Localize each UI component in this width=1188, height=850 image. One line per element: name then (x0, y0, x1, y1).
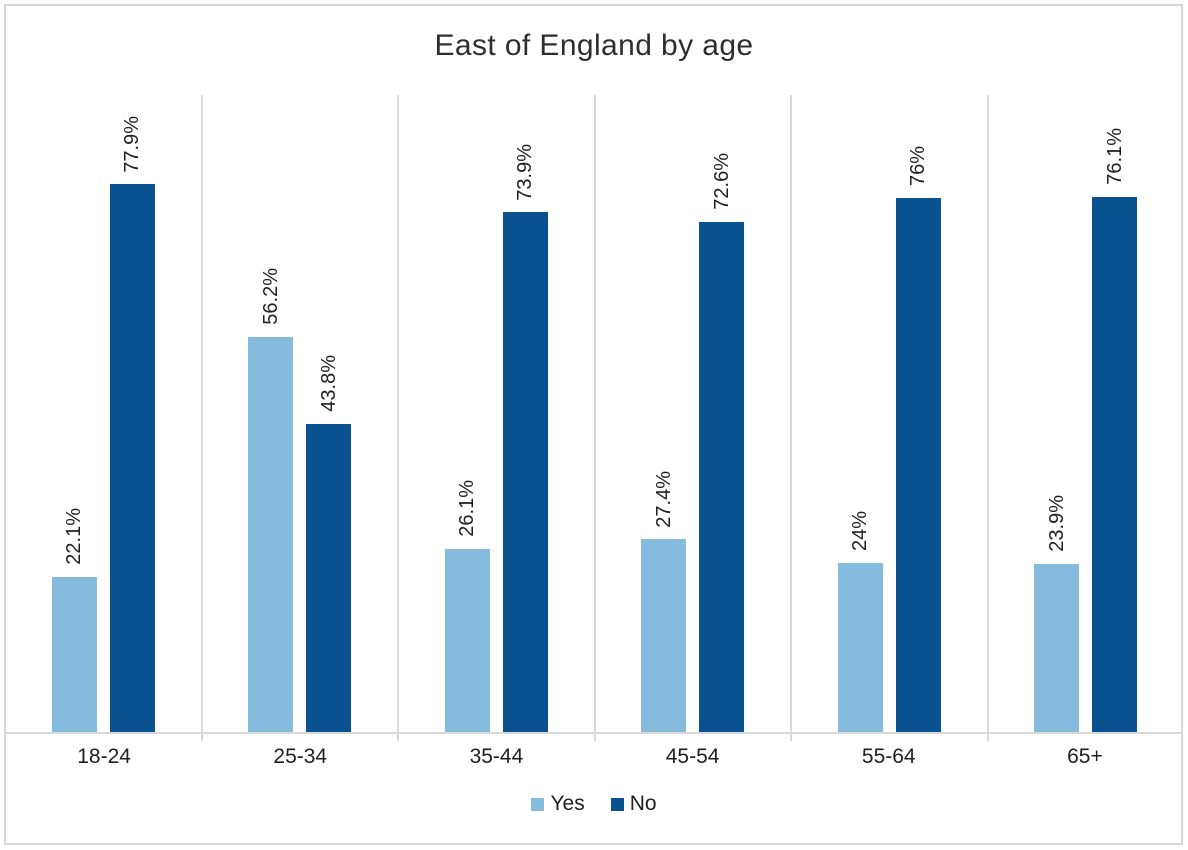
x-axis-label-45-54: 45-54 (665, 745, 720, 768)
bar-group: 26.1% 73.9% (399, 144, 594, 732)
x-axis: 18-24 25-34 35-44 45-54 55-64 65+ (6, 745, 1183, 769)
bar-yes-55-64[interactable]: 24% (837, 511, 883, 732)
bar-value-label: 27.4% (652, 470, 675, 528)
category-group-25-34: 56.2% 43.8% (203, 95, 399, 741)
bar-group: 22.1% 77.9% (6, 116, 201, 732)
legend-item-no[interactable]: No (610, 792, 657, 816)
bar-group: 27.4% 72.6% (596, 153, 791, 732)
bar-group: 24% 76% (792, 146, 987, 732)
category-group-35-44: 26.1% 73.9% (399, 95, 596, 741)
bar-group: 23.9% 76.1% (989, 128, 1184, 732)
x-axis-label-18-24: 18-24 (77, 745, 131, 768)
bar-yes-65+[interactable]: 23.9% (1034, 495, 1080, 732)
chart-title: East of England by age (434, 29, 754, 62)
bar-value-label: 76.1% (1103, 128, 1126, 185)
x-axis-label-65+: 65+ (1067, 745, 1103, 768)
bar-no-35-44[interactable]: 73.9% (502, 144, 548, 732)
bar-no-25-34[interactable]: 43.8% (306, 355, 352, 732)
category-group-65+: 23.9% 76.1% (989, 95, 1184, 732)
bar-yes-18-24[interactable]: 22.1% (51, 508, 97, 732)
category-group-18-24: 22.1% 77.9% (6, 95, 203, 741)
bar-value-label: 73.9% (514, 143, 537, 201)
chart-border-frame (4, 4, 1183, 845)
bar-value-label: 22.1% (63, 507, 86, 565)
bar-no-65+[interactable]: 76.1% (1092, 128, 1138, 732)
x-axis-label-55-64: 55-64 (861, 745, 916, 768)
bar-value-label: 72.6% (710, 152, 733, 210)
legend-swatch-yes (531, 797, 545, 811)
bar-value-label: 23.9% (1045, 495, 1068, 552)
legend-item-yes[interactable]: Yes (531, 792, 585, 816)
bar-value-label: 56.2% (259, 268, 282, 325)
x-axis-label-35-44: 35-44 (469, 745, 524, 768)
x-axis-label-25-34: 25-34 (273, 745, 328, 768)
legend: Yes No (0, 792, 1188, 816)
bar-no-45-54[interactable]: 72.6% (699, 153, 745, 732)
category-group-55-64: 24% 76% (792, 95, 989, 741)
plot-area: 22.1% 77.9% 56.2% 43.8% 26.1% 73.9% 27.4% 72.6%… (6, 95, 1184, 741)
bar-value-label: 26.1% (456, 479, 479, 537)
bar-value-label: 77.9% (121, 115, 144, 173)
category-group-45-54: 27.4% 72.6% (596, 95, 792, 741)
bar-group: 56.2% 43.8% (203, 268, 398, 732)
bar-yes-45-54[interactable]: 27.4% (641, 471, 687, 732)
legend-label: Yes (550, 792, 585, 815)
bar-value-label: 43.8% (317, 355, 340, 412)
bar-yes-25-34[interactable]: 56.2% (248, 268, 294, 732)
bar-yes-35-44[interactable]: 26.1% (444, 480, 490, 732)
legend-label: No (629, 792, 657, 815)
bar-value-label: 76% (907, 145, 930, 186)
bar-no-18-24[interactable]: 77.9% (109, 116, 155, 732)
bar-value-label: 24% (849, 511, 872, 552)
legend-swatch-no (610, 797, 624, 811)
bar-no-55-64[interactable]: 76% (895, 146, 941, 732)
